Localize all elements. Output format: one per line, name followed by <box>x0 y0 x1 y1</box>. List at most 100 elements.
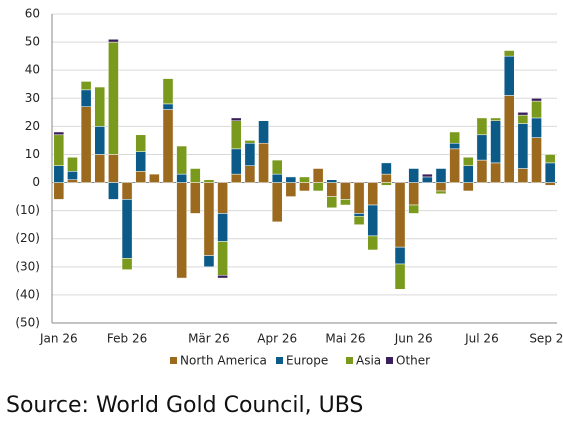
y-tick-label: (30) <box>15 259 40 273</box>
bar-segment <box>490 120 501 164</box>
x-tick-label: Mär 26 <box>188 332 230 346</box>
bar-segment <box>449 142 460 150</box>
bar-segment <box>326 182 338 197</box>
bar-segment <box>258 120 269 144</box>
bar-segment <box>244 140 256 144</box>
bar-segment <box>517 168 529 183</box>
source: Source: World Gold Council, UBS <box>6 393 363 418</box>
bar-segment <box>53 131 65 136</box>
y-tick-label: 10 <box>25 147 40 161</box>
bar-segment <box>353 182 365 214</box>
bar-segment <box>217 213 228 242</box>
y-tick-label: (10) <box>15 203 40 217</box>
y-tick-label: (50) <box>15 316 40 330</box>
bar-segment <box>476 134 488 161</box>
bar-segment <box>94 126 106 155</box>
bar-segment <box>203 179 215 183</box>
bar-segment <box>408 204 419 214</box>
bar-segment <box>531 117 542 138</box>
bar-segment <box>53 165 65 183</box>
bar-segment <box>490 117 501 121</box>
bar-segment <box>312 168 324 183</box>
bar-segment <box>67 157 78 172</box>
bar-segment <box>381 162 392 175</box>
bar-segment <box>299 176 310 183</box>
bar-segment <box>353 213 365 217</box>
bar-segment <box>381 182 392 186</box>
bar-segment <box>149 173 160 183</box>
bar-segment <box>80 106 92 183</box>
bar-segment <box>462 182 474 192</box>
bar-segment <box>67 179 78 183</box>
bar-segment <box>217 182 228 214</box>
bar-segment <box>80 81 92 91</box>
bar-segment <box>244 165 256 183</box>
x-tick-label: Jul 26 <box>464 332 499 346</box>
bar-segment <box>340 199 351 206</box>
bar-segment <box>121 258 133 270</box>
x-tick-label: Jun 26 <box>394 332 433 346</box>
bar-segment <box>340 182 351 200</box>
bar-segment <box>544 182 556 186</box>
bar-segment <box>408 182 419 206</box>
bar-segment <box>190 168 201 183</box>
bar-segment <box>408 168 419 183</box>
bar-segment <box>367 182 379 206</box>
y-tick-label: (40) <box>15 287 40 301</box>
bar-segment <box>544 162 556 183</box>
bar-segment <box>230 148 242 175</box>
x-tick-label: Sep 26 <box>529 332 563 346</box>
bar-segment <box>53 134 65 166</box>
bar-segment <box>503 55 515 96</box>
y-tick-label: 60 <box>25 7 40 21</box>
legend-label: Asia <box>356 354 381 368</box>
bar-segment <box>67 171 78 180</box>
bar-segment <box>353 216 365 225</box>
bar-segment <box>135 151 147 172</box>
bar-segment <box>394 246 406 265</box>
bar-segment <box>271 159 283 175</box>
bar-segment <box>108 41 119 155</box>
y-tick-label: 0 <box>32 175 40 189</box>
bar-segment <box>121 182 133 200</box>
bar-segment <box>449 131 460 144</box>
bar-segment <box>381 173 392 183</box>
bar-segment <box>94 86 106 127</box>
x-tick-label: Apr 26 <box>257 332 297 346</box>
bar-segment <box>503 50 515 57</box>
bar-segment <box>503 95 515 183</box>
legend-swatch <box>386 357 393 364</box>
bar-segment <box>135 171 147 183</box>
bar-segment <box>244 142 256 166</box>
bar-segment <box>531 100 542 119</box>
x-tick-label: Mai 26 <box>325 332 365 346</box>
bar-segment <box>285 182 297 197</box>
bar-segment <box>394 182 406 248</box>
bar-segment <box>476 117 488 136</box>
y-tick-label: 20 <box>25 119 40 133</box>
bar-segment <box>80 89 92 107</box>
bar-segment <box>121 199 133 259</box>
bar-segment <box>176 182 187 279</box>
bar-segment <box>230 117 242 121</box>
bar-segment <box>217 274 228 279</box>
bar-segment <box>230 173 242 183</box>
bar-segment <box>312 182 324 192</box>
y-tick-label: (20) <box>15 231 40 245</box>
bar-segment <box>271 182 283 223</box>
bar-segment <box>176 173 187 183</box>
y-tick-label: 30 <box>25 91 40 105</box>
bar-segment <box>449 148 460 183</box>
bar-segment <box>435 190 447 195</box>
bar-segment <box>490 162 501 183</box>
bar-segment <box>203 255 215 268</box>
bar-segment <box>462 165 474 183</box>
bar-segment <box>53 182 65 200</box>
bar-segment <box>517 123 529 169</box>
bar-segment <box>108 182 119 200</box>
bar-segment <box>203 182 215 256</box>
bar-segment <box>367 235 379 251</box>
bar-segment <box>435 182 447 192</box>
bar-segment <box>394 263 406 290</box>
bar-segment <box>531 98 542 102</box>
